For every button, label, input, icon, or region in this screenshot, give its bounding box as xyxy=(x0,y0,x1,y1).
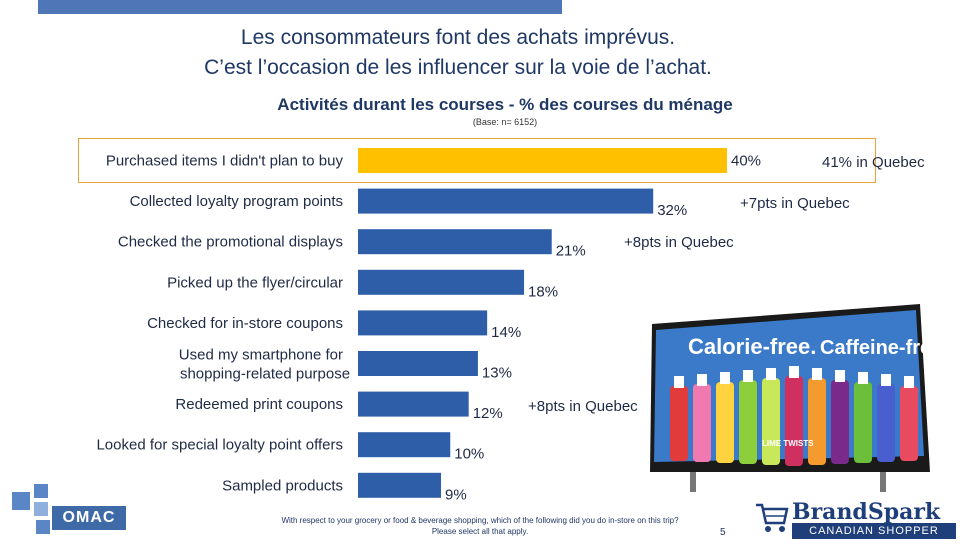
billboard-photo: Calorie-free. Caffeine-free. LIME TWISTS xyxy=(630,296,960,496)
value-label-1: 32% xyxy=(657,202,687,219)
bottle-4 xyxy=(762,378,780,465)
bottle-10 xyxy=(900,386,918,461)
category-label-6: Redeemed print coupons xyxy=(175,396,343,413)
annotation-quebec-coupons: +8pts in Quebec xyxy=(528,398,638,415)
billboard-headline-part1: Calorie-free. xyxy=(688,334,816,359)
category-label-0: Purchased items I didn't plan to buy xyxy=(106,153,344,170)
bottle-6 xyxy=(808,378,826,465)
category-label-7: Looked for special loyalty point offers xyxy=(96,437,343,454)
omac-label: OMAC xyxy=(52,506,126,530)
annotation-quebec-unplanned: 41% in Quebec xyxy=(822,154,925,171)
billboard-headline-part2: Caffeine-free. xyxy=(820,337,948,359)
annotation-quebec-displays: +8pts in Quebec xyxy=(624,234,734,251)
bottle-2 xyxy=(716,382,734,463)
brandspark-name: BrandSpark xyxy=(792,499,941,525)
bar-1 xyxy=(358,188,654,214)
value-label-6: 12% xyxy=(473,405,503,422)
bottle-3 xyxy=(739,380,757,464)
bar-8 xyxy=(358,472,442,498)
bottle-8 xyxy=(854,382,872,463)
category-label-3: Picked up the flyer/circular xyxy=(167,274,343,291)
bottle-cap-8 xyxy=(858,372,868,384)
value-label-8: 9% xyxy=(445,486,467,500)
bottle-1 xyxy=(693,384,711,462)
chart-subtitle: Activités durant les courses - % des cou… xyxy=(277,95,733,114)
annotation-quebec-loyalty: +7pts in Quebec xyxy=(740,195,850,212)
omac-logo: OMAC xyxy=(12,484,142,540)
category-label-5: Used my smartphone for shopping-related p… xyxy=(179,347,350,383)
category-label-2: Checked the promotional displays xyxy=(118,234,343,251)
bottle-cap-3 xyxy=(743,370,753,382)
category-label-8: Sampled products xyxy=(222,477,343,494)
slide-title-line1: Les consommateurs font des achats imprév… xyxy=(240,26,676,49)
value-label-5: 13% xyxy=(482,365,512,382)
survey-question-line2: Please select all that apply. xyxy=(431,527,529,536)
bar-6 xyxy=(358,391,469,417)
bottle-7 xyxy=(831,380,849,464)
highlight-box xyxy=(78,138,876,183)
bar-7 xyxy=(358,432,451,458)
shopping-cart-icon xyxy=(756,503,789,532)
bottle-cap-9 xyxy=(881,374,891,386)
category-label-4: Checked for in-store coupons xyxy=(147,315,343,332)
top-accent-bar xyxy=(38,0,562,14)
bottle-cap-1 xyxy=(697,374,707,386)
slide-title-line2: C’est l’occasion de les influencer sur l… xyxy=(204,56,712,79)
bar-0 xyxy=(358,148,727,173)
brandspark-logo: BrandSpark CANADIAN SHOPPER STUDY xyxy=(752,497,960,553)
value-label-4: 14% xyxy=(491,324,521,341)
bottle-cap-10 xyxy=(904,376,914,388)
activities-bar-chart: Purchased items I didn't plan to buy 40% C… xyxy=(96,148,761,500)
bar-5 xyxy=(358,351,478,376)
bar-2 xyxy=(358,229,552,255)
bottle-cap-2 xyxy=(720,372,730,384)
base-note: (Base: n= 6152) xyxy=(472,117,538,127)
bottle-cap-4 xyxy=(766,368,776,380)
bar-4 xyxy=(358,310,488,336)
value-label-0: 40% xyxy=(731,153,761,170)
bottle-9 xyxy=(877,384,895,462)
value-label-2: 21% xyxy=(556,243,586,260)
brandspark-subtitle: CANADIAN SHOPPER STUDY xyxy=(792,523,956,553)
value-label-3: 18% xyxy=(528,283,558,300)
page-number: 5 xyxy=(720,527,726,538)
bottle-cap-7 xyxy=(835,370,845,382)
bottle-5 xyxy=(785,376,803,466)
bar-3 xyxy=(358,269,525,295)
survey-question: With respect to your grocery or food & b… xyxy=(230,515,730,537)
bottle-0 xyxy=(670,386,688,461)
value-label-7: 10% xyxy=(454,446,484,463)
billboard-bottle-text: LIME TWISTS xyxy=(762,439,814,448)
bottle-cap-5 xyxy=(789,366,799,378)
bottle-cap-0 xyxy=(674,376,684,388)
bottle-cap-6 xyxy=(812,368,822,380)
category-label-1: Collected loyalty program points xyxy=(130,193,343,210)
survey-question-line1: With respect to your grocery or food & b… xyxy=(281,516,679,525)
